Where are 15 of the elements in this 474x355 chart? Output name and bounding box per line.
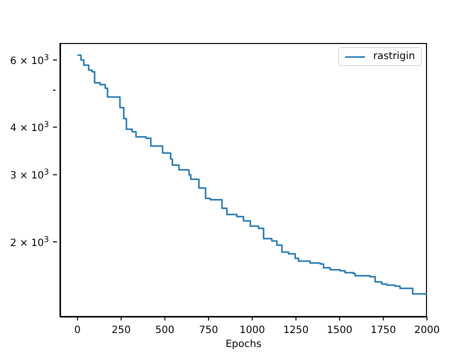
x-tick-label: 250 bbox=[112, 325, 131, 336]
x-tick-label: 1750 bbox=[370, 325, 396, 336]
x-axis-title: Epochs bbox=[226, 339, 262, 350]
y-tick-label: 3 × 10$^{3}$ bbox=[10, 167, 49, 182]
y-tick-label: 6 × 10$^{3}$ bbox=[10, 52, 49, 68]
y-tick-label: 4 × 10$^{3}$ bbox=[10, 120, 49, 134]
y-tick-label: 2 × 10$^{3}$ bbox=[10, 234, 49, 249]
legend-label: rastrigin bbox=[373, 51, 415, 62]
x-tick-label: 750 bbox=[199, 325, 218, 336]
x-tick-label: 1000 bbox=[240, 325, 265, 336]
x-tick-label: 0 bbox=[74, 325, 81, 336]
x-tick-label: 2000 bbox=[414, 325, 440, 336]
x-tick-label: 1500 bbox=[326, 325, 352, 336]
x-tick-label: 1250 bbox=[283, 325, 309, 336]
x-tick-label: 500 bbox=[155, 325, 174, 336]
